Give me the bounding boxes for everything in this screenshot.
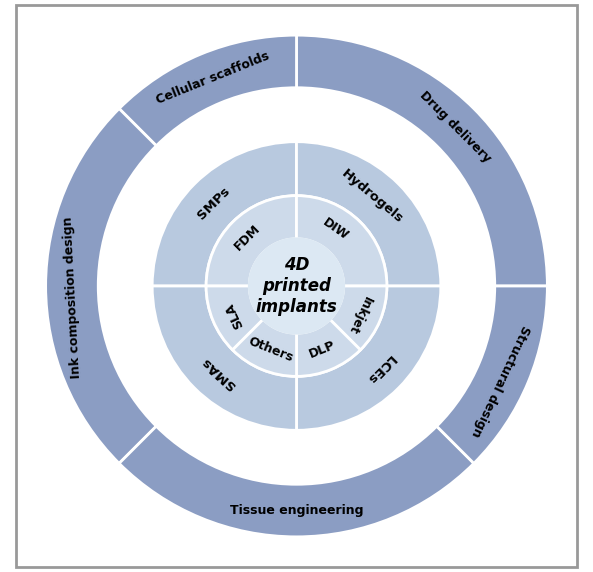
Wedge shape [296, 35, 547, 286]
Text: SMPs: SMPs [195, 184, 232, 222]
Wedge shape [296, 286, 441, 430]
Wedge shape [206, 286, 263, 350]
Wedge shape [330, 286, 387, 350]
Wedge shape [152, 142, 296, 286]
Text: DIW: DIW [321, 216, 352, 243]
Text: Drug delivery: Drug delivery [417, 89, 493, 165]
Wedge shape [152, 286, 296, 430]
Text: Hydrogels: Hydrogels [339, 166, 405, 225]
Wedge shape [206, 196, 296, 286]
FancyBboxPatch shape [16, 6, 577, 566]
Text: Inkjet: Inkjet [345, 294, 373, 336]
Text: Structural design: Structural design [468, 323, 532, 439]
Wedge shape [46, 109, 157, 463]
Wedge shape [296, 196, 387, 286]
Wedge shape [232, 319, 296, 376]
Text: SMAs: SMAs [199, 355, 238, 392]
Text: Cellular scaffolds: Cellular scaffolds [154, 49, 271, 106]
Circle shape [249, 239, 344, 333]
Wedge shape [296, 142, 441, 286]
Text: SLA: SLA [222, 300, 246, 330]
Wedge shape [436, 286, 547, 463]
Text: LCEs: LCEs [362, 352, 397, 386]
Text: Others: Others [246, 335, 295, 365]
Text: Tissue engineering: Tissue engineering [229, 504, 364, 517]
Text: Ink composition design: Ink composition design [62, 216, 83, 379]
Wedge shape [296, 319, 361, 376]
Wedge shape [119, 426, 474, 537]
Wedge shape [119, 35, 296, 146]
Text: 4D
printed
implants: 4D printed implants [256, 256, 337, 316]
Text: DLP: DLP [307, 339, 337, 361]
Text: FDM: FDM [232, 222, 263, 253]
